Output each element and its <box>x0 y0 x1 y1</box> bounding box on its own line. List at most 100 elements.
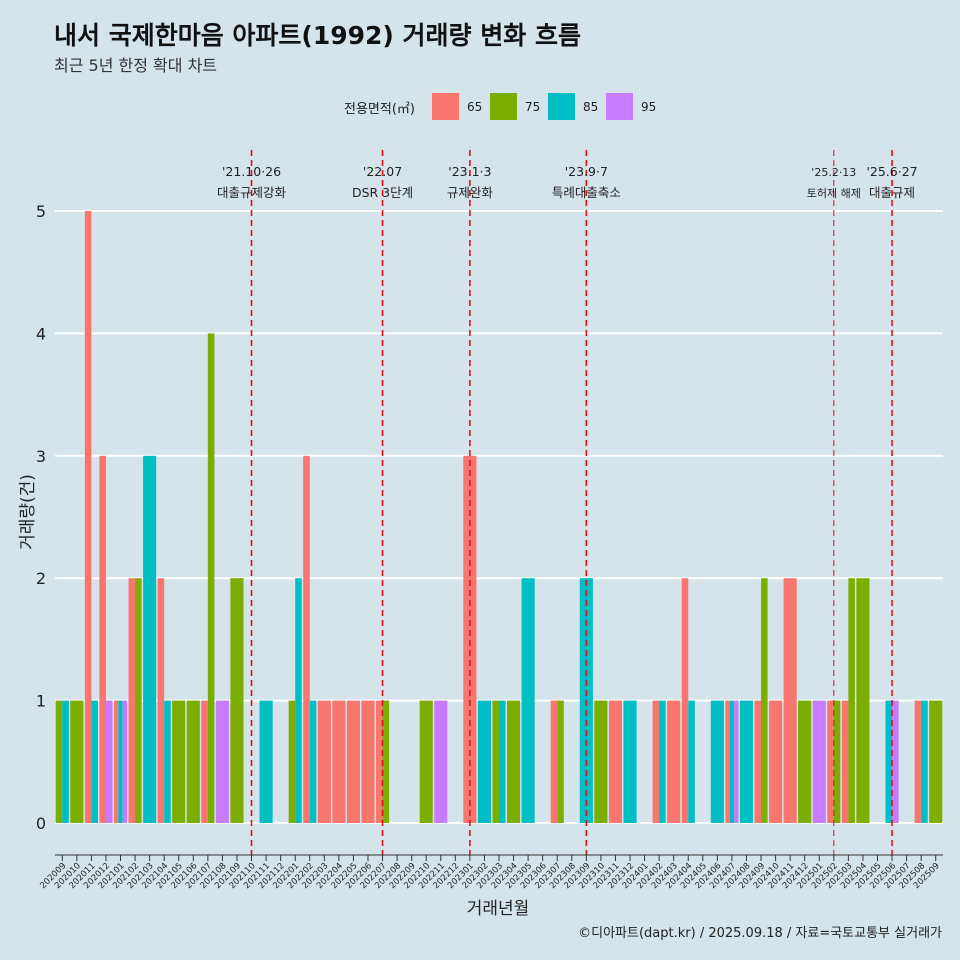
bar-75-202201 <box>288 700 296 823</box>
bar-75-202307 <box>557 700 564 823</box>
legend-swatch-75 <box>490 93 517 120</box>
legend-label-65: 65 <box>467 100 483 114</box>
bar-95-202108 <box>215 700 229 823</box>
bar-85-202302 <box>477 700 491 823</box>
bar-75-202502 <box>833 700 841 823</box>
bar-75-202504 <box>856 578 870 823</box>
bar-85-202312 <box>623 700 637 823</box>
bar-75-202409 <box>761 578 768 823</box>
bar-65-202307 <box>550 700 558 823</box>
bar-65-202503 <box>841 700 849 823</box>
bar-85-202011 <box>91 700 98 823</box>
legend: 전용면적(㎡) 65 75 85 95 <box>0 93 960 121</box>
y-tick-label: 3 <box>36 447 46 466</box>
bar-65-202012 <box>99 455 106 823</box>
bar-75-202503 <box>848 578 855 823</box>
event-date-202301: '23.1·3 <box>448 164 491 179</box>
bar-95-202407 <box>734 700 739 823</box>
bar-85-202402 <box>659 700 666 823</box>
bar-65-202410 <box>769 700 783 823</box>
bar-65-202402 <box>652 700 660 823</box>
bar-95-202506 <box>892 700 899 823</box>
y-tick-label: 4 <box>36 324 46 343</box>
bar-75-202107 <box>207 333 215 823</box>
event-date-202309: '23.9·7 <box>565 164 608 179</box>
event-label-202309: 특례대출축소 <box>552 185 621 200</box>
bar-75-202207 <box>382 700 390 823</box>
x-axis-label: 거래년월 <box>467 899 530 919</box>
bar-65-202409 <box>754 700 762 823</box>
bar-85-202407 <box>729 700 735 823</box>
y-tick-label: 5 <box>36 202 46 221</box>
bar-65-202205 <box>346 700 360 823</box>
bar-95-202012 <box>105 700 113 823</box>
bar-85-202101 <box>118 700 123 823</box>
bar-65-202011 <box>84 211 92 823</box>
event-label-202110: 대출규제강화 <box>217 185 287 200</box>
event-date-202502: '25.2·13 <box>811 166 856 179</box>
y-axis-label: 거래량(건) <box>18 474 38 550</box>
y-tick-label: 1 <box>36 692 46 711</box>
bar-75-202010 <box>70 700 84 823</box>
bar-65-202404 <box>681 578 689 823</box>
legend-label-75: 75 <box>525 100 541 114</box>
bar-85-202303 <box>499 700 506 823</box>
bar-85-202202 <box>309 700 317 823</box>
legend-swatch-95 <box>606 93 633 120</box>
bar-65-202107 <box>201 700 208 823</box>
bar-85-202009 <box>62 700 69 823</box>
bar-65-202203 <box>317 700 331 823</box>
event-label-202207: DSR 3단계 <box>352 185 413 200</box>
event-date-202207: '22.07 <box>363 164 402 179</box>
bar-65-202411 <box>783 578 797 823</box>
bar-65-202204 <box>332 700 346 823</box>
bar-65-202508 <box>914 700 922 823</box>
bar-75-202009 <box>55 700 63 823</box>
y-tick-label: 0 <box>36 814 46 833</box>
bar-85-202111 <box>259 700 273 823</box>
bar-75-202310 <box>594 700 608 823</box>
bar-85-202201 <box>295 578 302 823</box>
bar-85-202305 <box>521 578 535 823</box>
bar-65-202207 <box>375 700 383 823</box>
bar-65-202102 <box>128 578 136 823</box>
bar-85-202506 <box>885 700 893 823</box>
legend-title: 전용면적(㎡) <box>344 102 415 117</box>
bar-75-202412 <box>798 700 812 823</box>
chart-title: 내서 국제한마음 아파트(1992) 거래량 변화 흐름 <box>54 21 581 50</box>
bar-85-202404 <box>688 700 695 823</box>
bar-85-202104 <box>164 700 171 823</box>
bar-85-202103 <box>143 455 157 823</box>
bar-85-202508 <box>921 700 928 823</box>
bar-65-202403 <box>667 700 681 823</box>
legend-swatch-65 <box>432 93 459 120</box>
legend-swatch-85 <box>548 93 575 120</box>
bar-65-202311 <box>608 700 623 823</box>
event-date-202506: '25.6·27 <box>866 164 917 179</box>
bar-95-202501 <box>812 700 826 823</box>
bar-65-202301 <box>463 455 477 823</box>
bar-75-202105 <box>172 700 186 823</box>
bar-75-202109 <box>230 578 244 823</box>
bar-65-202104 <box>157 578 165 823</box>
bar-65-202101 <box>113 700 119 823</box>
bar-75-202210 <box>419 700 433 823</box>
bar-65-202407 <box>725 700 730 823</box>
legend-label-95: 95 <box>641 100 657 114</box>
bar-75-202509 <box>929 700 943 823</box>
footer-credit: ©디아파트(dapt.kr) / 2025.09.18 / 자료=국토교통부 실… <box>578 926 942 941</box>
bar-95-202101 <box>122 700 128 823</box>
bar-65-202202 <box>303 455 310 823</box>
event-label-202502: 토허제 해제 <box>807 186 861 200</box>
y-tick-label: 2 <box>36 569 46 588</box>
bar-85-202408 <box>739 700 754 823</box>
bar-75-202102 <box>135 578 142 823</box>
legend-label-85: 85 <box>583 100 599 114</box>
event-label-202506: 대출규제 <box>869 185 915 200</box>
chart-subtitle: 최근 5년 한정 확대 차트 <box>54 56 218 75</box>
bar-85-202406 <box>710 700 724 823</box>
bar-65-202502 <box>827 700 834 823</box>
bar-75-202303 <box>492 700 499 823</box>
event-date-202110: '21.10·26 <box>222 164 281 179</box>
